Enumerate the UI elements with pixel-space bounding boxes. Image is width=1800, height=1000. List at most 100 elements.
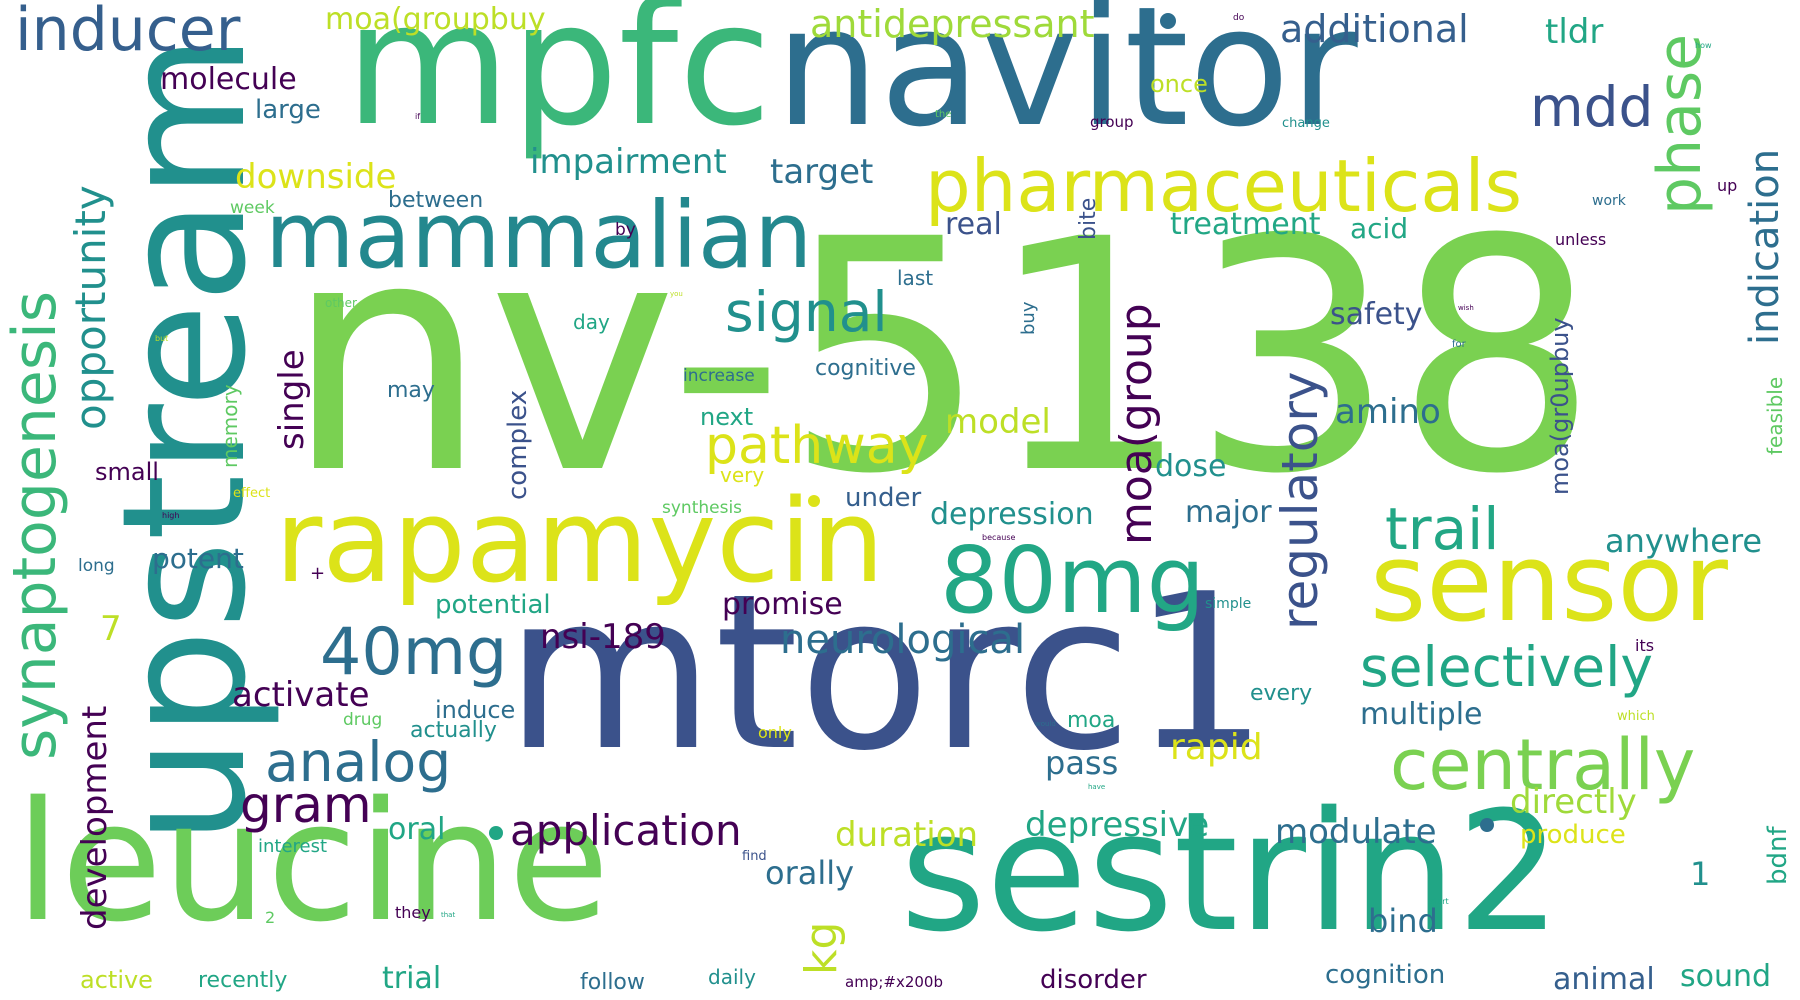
word: long [78, 556, 115, 576]
word: the [935, 109, 952, 120]
word: unless [1555, 230, 1607, 249]
word: other [325, 296, 357, 310]
word: inducer [15, 0, 241, 65]
word: follow [580, 970, 645, 995]
dot-mark [1160, 13, 1176, 29]
word: complex [503, 389, 533, 500]
word: phase [1645, 33, 1715, 215]
word: work [1592, 193, 1626, 209]
word: + [310, 563, 326, 584]
word: you [670, 290, 683, 298]
word: potential [435, 590, 551, 620]
word: daily [708, 965, 756, 989]
word: modulate [1275, 812, 1437, 852]
word: disorder [1040, 965, 1147, 995]
word: pathway [705, 416, 929, 476]
word: day [573, 310, 610, 334]
word: rapamycin [275, 475, 885, 609]
word: find [742, 849, 767, 864]
word: synthesis [662, 498, 743, 518]
word: by [615, 220, 636, 240]
word: 2 [265, 908, 276, 927]
word: sound [1680, 959, 1772, 994]
word: upstream [86, 33, 284, 845]
dot-mark [1480, 818, 1494, 832]
dot-mark [489, 826, 503, 840]
word: active [80, 966, 153, 994]
word: oral [388, 812, 446, 847]
word: moa(groupbuy [325, 2, 546, 37]
word: treatment [1170, 207, 1321, 242]
word: development [75, 705, 115, 930]
word: gram [240, 776, 372, 834]
word: antidepressant [810, 2, 1095, 46]
word: amp;#x200b [845, 973, 943, 991]
word: duration [835, 815, 979, 855]
word: do [1233, 13, 1245, 23]
word: molecule [160, 62, 297, 97]
word: depressive [1025, 805, 1210, 845]
word: its [1635, 636, 1655, 655]
word: produce [1520, 820, 1626, 850]
word: multiple [1360, 697, 1483, 732]
word: small [95, 458, 159, 486]
word: would [1035, 720, 1056, 728]
word: group [1090, 113, 1134, 131]
word: mpfc [345, 0, 772, 164]
word: for [1452, 339, 1466, 350]
word: simple [1205, 596, 1252, 612]
word: centrally [1390, 724, 1696, 806]
word: induce [435, 696, 516, 724]
word: signal [725, 280, 888, 344]
word: that [441, 911, 456, 919]
word: if [415, 112, 421, 121]
word: once [1150, 70, 1208, 98]
word: change [1282, 116, 1330, 131]
word: high [162, 511, 180, 520]
word: additional [1280, 7, 1469, 51]
word: potent [152, 542, 244, 575]
word: which [1617, 709, 1655, 724]
word: neurological [780, 617, 1026, 663]
word: start [1430, 897, 1449, 906]
word: target [770, 152, 874, 192]
word: very [720, 463, 765, 487]
word: up [1717, 176, 1738, 195]
word: sestrin2 [900, 776, 1562, 968]
word: because [982, 533, 1016, 542]
word: sensor [1370, 521, 1728, 646]
word: interest [258, 836, 328, 857]
word: how [1695, 41, 1712, 50]
word: mdd [1530, 75, 1654, 139]
word: next [700, 403, 754, 431]
word: regulatory [1271, 371, 1329, 630]
word: tldr [1545, 12, 1604, 52]
word: they [395, 903, 431, 922]
word: week [230, 198, 275, 218]
word: navitor [775, 0, 1358, 163]
word: mammalian [265, 182, 813, 289]
word: actually [410, 718, 497, 743]
word: downside [235, 157, 397, 197]
word: bind [1368, 902, 1438, 940]
word: depression [930, 497, 1094, 532]
word: synaptogenesis [0, 290, 70, 760]
word: 80mg [940, 527, 1206, 634]
word: 1 [1690, 855, 1711, 893]
word: may [387, 378, 435, 403]
word: single [272, 349, 312, 450]
word: model [945, 402, 1051, 442]
word: large [255, 95, 321, 125]
word: nv-5138 [285, 172, 1599, 544]
word: feasible [1763, 376, 1787, 455]
word: acid [1350, 212, 1409, 245]
word: have [1088, 783, 1106, 791]
word: wish [1458, 304, 1474, 312]
word: memory [218, 384, 242, 468]
word: moa(gr0upbuy [1546, 317, 1574, 495]
word: under [845, 483, 922, 513]
word: but [155, 334, 169, 343]
word: opportunity [66, 185, 115, 430]
word: 40mg [320, 615, 508, 690]
